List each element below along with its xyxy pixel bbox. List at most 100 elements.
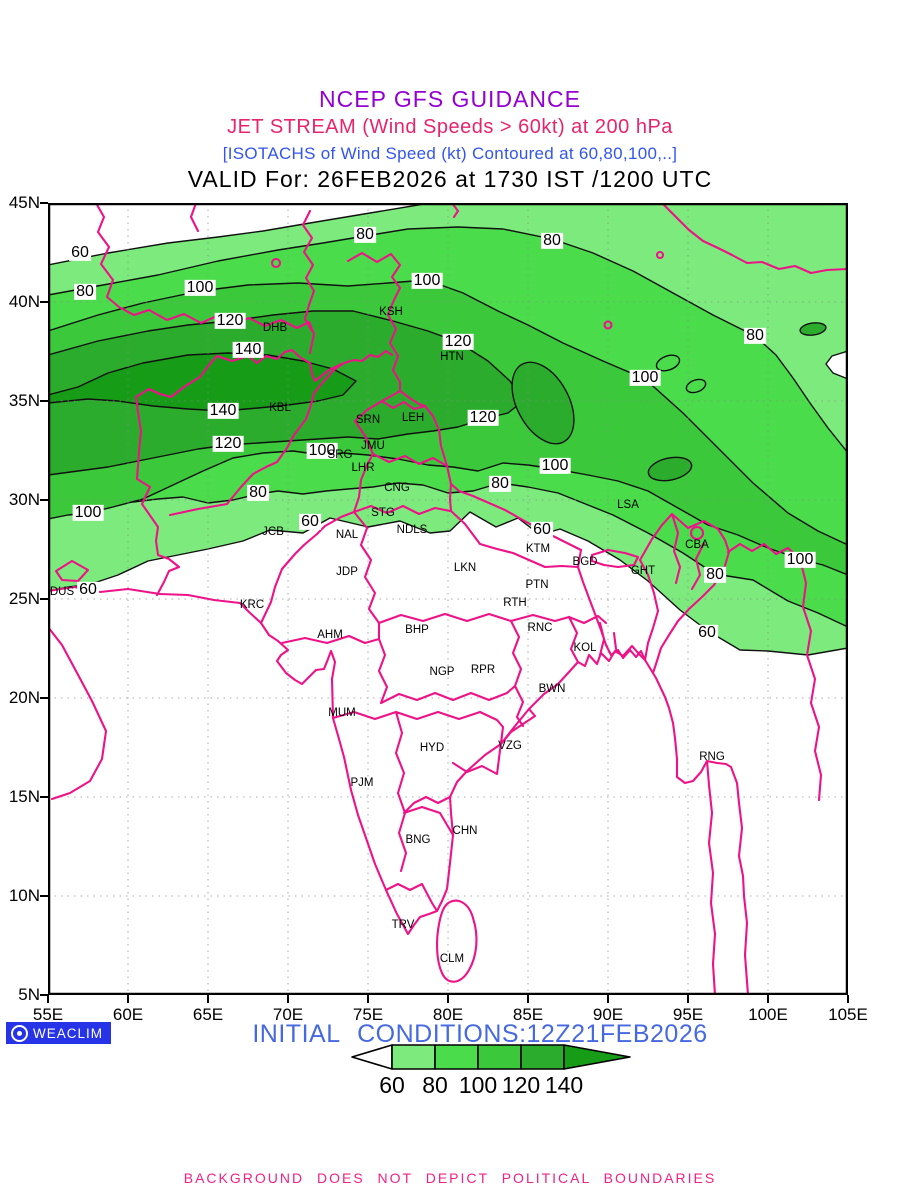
coast-hormuz-blob: [54, 559, 90, 583]
contour-label: 80: [489, 474, 511, 493]
title-model: NCEP GFS GUIDANCE: [319, 86, 581, 112]
city-label: RNG: [699, 751, 725, 763]
lake-dot-3: [270, 257, 282, 269]
boundary-loop-cba: [689, 525, 705, 541]
contour-label: 100: [629, 368, 661, 387]
city-label: NAL: [335, 529, 359, 541]
legend-arrow-left: [351, 1044, 393, 1070]
coast-burma: [643, 658, 750, 995]
isotach-map: 60 80 100 120 140 80 100 80 120 80 100 140 120 100 120…: [48, 203, 848, 995]
contour-label: 100: [411, 271, 443, 290]
band-140kt: [48, 352, 357, 412]
city-label: JCB: [262, 526, 284, 538]
lat-tick: [40, 400, 48, 402]
lon-tick: [607, 995, 609, 1003]
white-notch-right-edge: [825, 350, 848, 380]
lat-label: 45N: [8, 193, 40, 212]
legend-value: 60: [379, 1072, 405, 1098]
legend-value: 80: [422, 1072, 448, 1098]
contour-label: 80: [74, 282, 96, 301]
city-label: BNG: [405, 834, 431, 846]
border-central-asia-1: [94, 203, 316, 355]
city-label: MUM: [328, 707, 356, 719]
color-legend-bar: [351, 1044, 631, 1070]
city-label: JDP: [336, 566, 358, 578]
lon-tick: [287, 995, 289, 1003]
contour-label: 60: [696, 623, 718, 642]
city-label: CNG: [384, 482, 410, 494]
city-label: RNC: [527, 622, 553, 634]
lat-tick: [40, 895, 48, 897]
border-kashmir-extra: [380, 399, 427, 411]
city-label: GHT: [630, 565, 656, 577]
city-label: BWN: [538, 683, 566, 695]
lake-dot-1: [655, 250, 665, 260]
border-durand: [168, 361, 346, 517]
border-bangladesh: [576, 558, 660, 662]
border-iran: [134, 387, 181, 597]
lon-tick: [127, 995, 129, 1003]
lon-tick: [447, 995, 449, 1003]
lat-label: 15N: [8, 787, 40, 806]
lat-tick: [40, 598, 48, 600]
city-label: LSA: [617, 499, 639, 511]
city-label: LHR: [351, 462, 375, 474]
city-label: NGP: [429, 666, 455, 678]
boundary-dot-1: [450, 203, 460, 219]
contour-label: 60: [69, 243, 91, 262]
coast-oman: [48, 625, 108, 801]
legend-value: 140: [544, 1072, 584, 1098]
city-label: PTN: [525, 579, 549, 591]
lat-label: 5N: [18, 985, 40, 1004]
band-120kt-lobe-east: [511, 361, 575, 445]
contour-label: 80: [541, 231, 563, 250]
border-ne-india: [638, 512, 731, 675]
lon-label: 100E: [748, 1005, 788, 1024]
lon-tick: [687, 995, 689, 1003]
title-product: JET STREAM (Wind Speeds > 60kt) at 200 h…: [227, 116, 673, 138]
band-120kt-lobe-small: [647, 456, 693, 482]
lon-tick: [367, 995, 369, 1003]
lon-label: 95E: [672, 1005, 704, 1024]
border-nepal-south: [448, 482, 583, 569]
city-label: TRV: [391, 919, 415, 931]
legend-arrow-right: [563, 1044, 631, 1070]
lon-label: 70E: [272, 1005, 304, 1024]
lon-label: 90E: [592, 1005, 624, 1024]
contour-label: 100: [306, 441, 338, 460]
isotach-hole-1: [655, 354, 681, 372]
city-label: LKN: [453, 562, 477, 574]
lon-tick: [207, 995, 209, 1003]
border-bhutan: [590, 548, 640, 569]
lat-tick: [40, 499, 48, 501]
lat-tick: [40, 994, 48, 996]
city-label: DUS: [49, 586, 75, 598]
border-burma-china: [705, 542, 823, 995]
city-label: HTN: [440, 351, 464, 363]
contour-label: 140: [207, 401, 239, 420]
border-fergana-kashgar: [346, 251, 402, 393]
lat-label: 30N: [8, 490, 40, 509]
lon-label: 85E: [512, 1005, 544, 1024]
border-amu-darya: [147, 348, 394, 399]
lon-label: 55E: [32, 1005, 64, 1024]
disclaimer-text: BACKGROUND DOES NOT DEPICT POLITICAL BOU…: [183, 1170, 717, 1186]
contour-label: 140: [232, 340, 264, 359]
title-valid-time: VALID For: 26FEB2026 at 1730 IST /1200 U…: [187, 166, 713, 192]
lat-tick: [40, 202, 48, 204]
lon-tick: [47, 995, 49, 1003]
lat-label: 40N: [8, 292, 40, 311]
lat-label: 35N: [8, 391, 40, 410]
lon-label: 65E: [192, 1005, 224, 1024]
contour-label: 60: [531, 520, 553, 539]
city-label: PJM: [350, 777, 374, 789]
city-label: NDLS: [396, 524, 428, 536]
coast-india: [259, 621, 647, 936]
lat-tick: [40, 697, 48, 699]
borders-india-states: [280, 452, 608, 913]
weaclim-badge: WEACLIM: [6, 1022, 112, 1044]
lat-label: 10N: [8, 886, 40, 905]
contour-label: 60: [77, 580, 99, 599]
legend-value: 120: [501, 1072, 541, 1098]
